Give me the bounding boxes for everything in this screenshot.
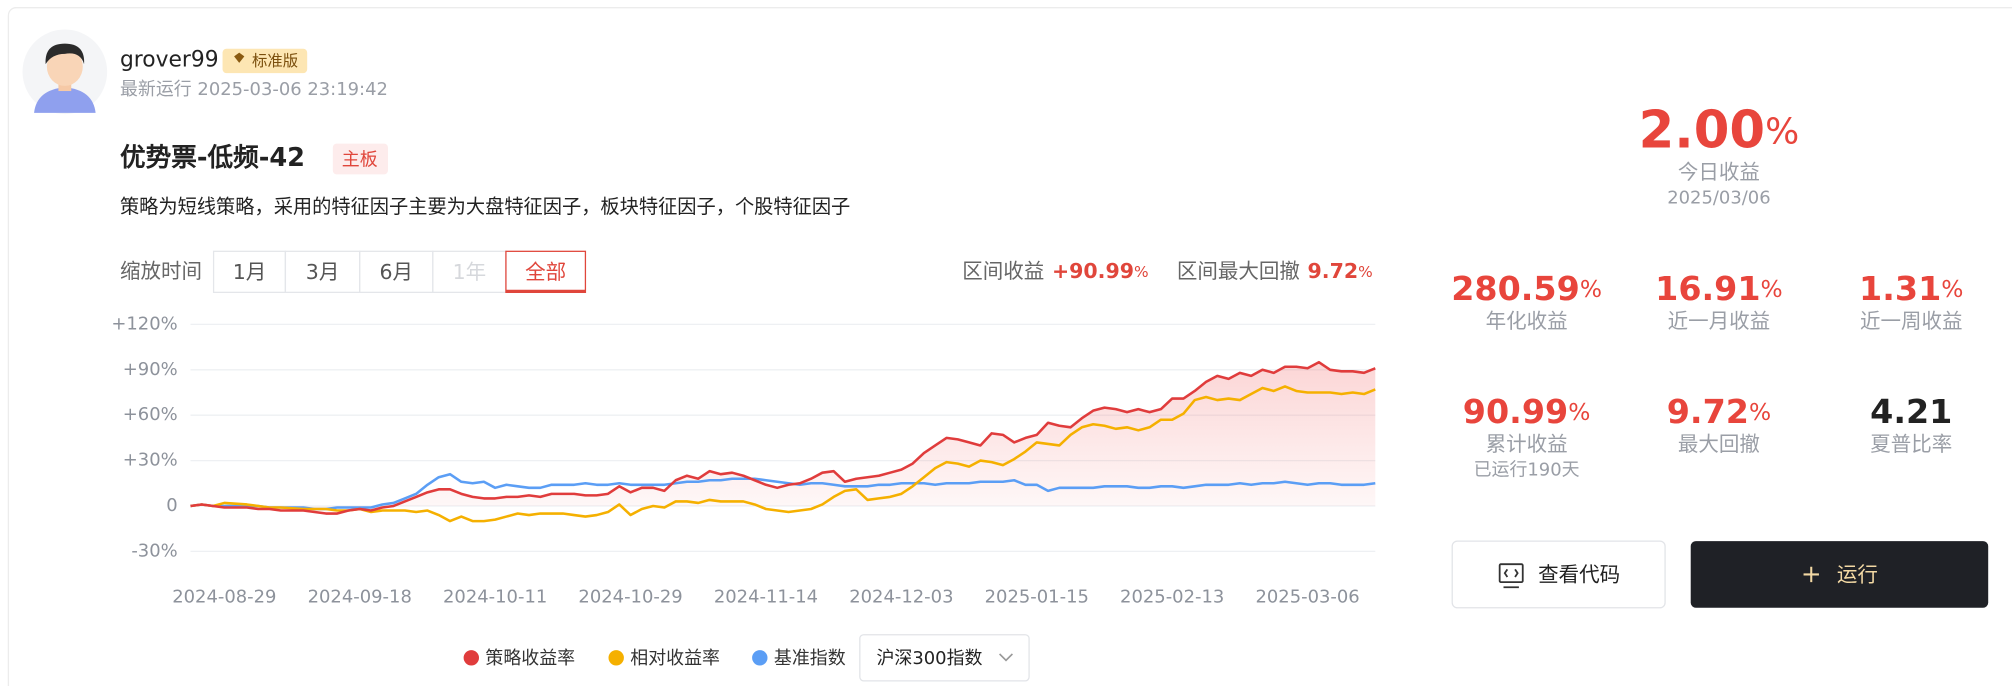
run-label: 运行 — [1837, 563, 1878, 587]
avatar — [22, 29, 108, 115]
metric-value: 2.00% — [1639, 100, 1800, 160]
x-tick-label: 2024-12-03 — [849, 587, 953, 608]
metric-value: 16.91% — [1655, 268, 1783, 307]
y-tick-label: +120% — [111, 313, 177, 334]
metric-unit: % — [1761, 274, 1783, 302]
x-tick-label: 2024-11-14 — [714, 587, 818, 608]
metric-unit: % — [1568, 397, 1590, 425]
legend-label[interactable]: 策略收益率 — [485, 648, 575, 669]
x-tick-label: 2024-09-18 — [308, 587, 412, 608]
run-icon — [1803, 566, 1819, 583]
x-tick-label: 2024-08-29 — [172, 587, 276, 608]
metric-unit: % — [1765, 111, 1799, 152]
badge-icon — [234, 52, 245, 63]
x-tick-label: 2025-02-13 — [1120, 587, 1224, 608]
last-run: 最新运行 2025-03-06 23:19:42 — [120, 79, 388, 100]
zoom-option-label: 1年 — [453, 260, 487, 284]
y-tick-label: +90% — [123, 359, 178, 380]
zoom-group: 1月 3月 6月 1年 全部 — [212, 250, 587, 293]
run-button[interactable] — [1690, 541, 1989, 608]
metric-number: 4.21 — [1870, 391, 1952, 430]
metric-number: 280.59 — [1451, 268, 1580, 307]
summary: 2.00%今日收益2025/03/06280.59%年化收益16.91%近一月收… — [1451, 100, 1963, 480]
range-return: +90.99 — [1052, 259, 1134, 283]
chart: -30% 0 +30% +60% +90% +120% 2024-08-29 2024-09-… — [111, 313, 1376, 669]
x-tick-label: 2024-10-29 — [578, 587, 682, 608]
view-code-button[interactable] — [1451, 540, 1666, 609]
strategy-title: 优势票-低频-42 — [120, 143, 305, 173]
metric-label: 近一月收益 — [1668, 309, 1771, 333]
range-drawdown-unit: % — [1358, 262, 1373, 280]
metric-value: 1.31% — [1859, 268, 1963, 307]
y-tick-label: +30% — [123, 450, 178, 471]
y-tick-label: 0 — [166, 495, 177, 516]
tag-bg — [332, 143, 388, 175]
range-return-label: 区间收益 — [962, 259, 1044, 283]
metric-label: 最大回撤 — [1678, 432, 1760, 456]
metric-number: 9.72 — [1667, 391, 1749, 430]
zoom-option[interactable] — [359, 250, 434, 293]
legend-marker — [463, 650, 479, 666]
series-line — [190, 360, 1376, 515]
description: 策略为短线策略，采用的特征因子主要为大盘特征因子，板块特征因子，个股特征因子 — [120, 195, 850, 218]
range-drawdown: 9.72 — [1308, 259, 1359, 283]
metric-label: 今日收益 — [1678, 160, 1760, 184]
metric-value: 280.59% — [1451, 268, 1602, 307]
metric-label: 累计收益 — [1486, 432, 1568, 456]
x-tick-label: 2025-01-15 — [985, 587, 1089, 608]
metric-label: 夏普比率 — [1870, 432, 1952, 456]
metric-number: 2.00 — [1639, 100, 1766, 160]
area-fill — [190, 362, 1376, 514]
zoom-label: 缩放时间 — [120, 259, 202, 283]
metric-number: 1.31 — [1859, 268, 1941, 307]
zoom-option-label: 3月 — [306, 260, 340, 284]
metric-label: 近一周收益 — [1860, 309, 1963, 333]
tag: 主板 — [342, 149, 378, 170]
user-name: grover99 — [120, 47, 219, 72]
range-return-unit: % — [1134, 262, 1149, 280]
zoom-option-label: 6月 — [380, 260, 414, 284]
code-icon — [1498, 563, 1524, 589]
zoom-option[interactable] — [432, 250, 507, 293]
legend-marker — [608, 650, 624, 666]
legend-label[interactable]: 基准指数 — [774, 648, 846, 669]
y-tick-label: -30% — [131, 540, 177, 561]
metric-value: 90.99% — [1463, 391, 1591, 430]
series-line — [190, 472, 1376, 511]
series-line — [190, 385, 1376, 523]
metric-number: 16.91 — [1655, 268, 1760, 307]
metric-unit: % — [1580, 274, 1602, 302]
metric-number: 90.99 — [1463, 391, 1568, 430]
zoom-option[interactable] — [505, 250, 587, 293]
badge-bg — [222, 48, 308, 74]
y-tick-label: +60% — [123, 404, 178, 425]
badge: 标准版 — [252, 52, 298, 70]
zoom-option-label: 1月 — [233, 260, 267, 284]
benchmark-select[interactable] — [859, 634, 1030, 682]
x-tick-label: 2024-10-11 — [443, 587, 547, 608]
range-stats: 区间收益 +90.99% 区间最大回撤 9.72% — [962, 259, 1372, 283]
select-caret — [998, 653, 1014, 662]
range-drawdown-label: 区间最大回撤 — [1177, 259, 1300, 283]
zoom-option-label: 全部 — [525, 260, 566, 284]
legend-marker — [752, 650, 768, 666]
benchmark-select-label: 沪深300指数 — [876, 648, 982, 669]
view-code-label: 查看代码 — [1538, 563, 1620, 587]
metric-value: 9.72% — [1667, 391, 1771, 430]
metric-label: 年化收益 — [1486, 309, 1568, 333]
metric-value: 4.21 — [1870, 391, 1952, 430]
metric-sub: 已运行190天 — [1474, 460, 1580, 481]
x-tick-label: 2025-03-06 — [1255, 587, 1359, 608]
metric-unit: % — [1749, 397, 1771, 425]
metric-unit: % — [1941, 274, 1963, 302]
legend-label[interactable]: 相对收益率 — [630, 648, 720, 669]
metric-date: 2025/03/06 — [1667, 188, 1770, 209]
